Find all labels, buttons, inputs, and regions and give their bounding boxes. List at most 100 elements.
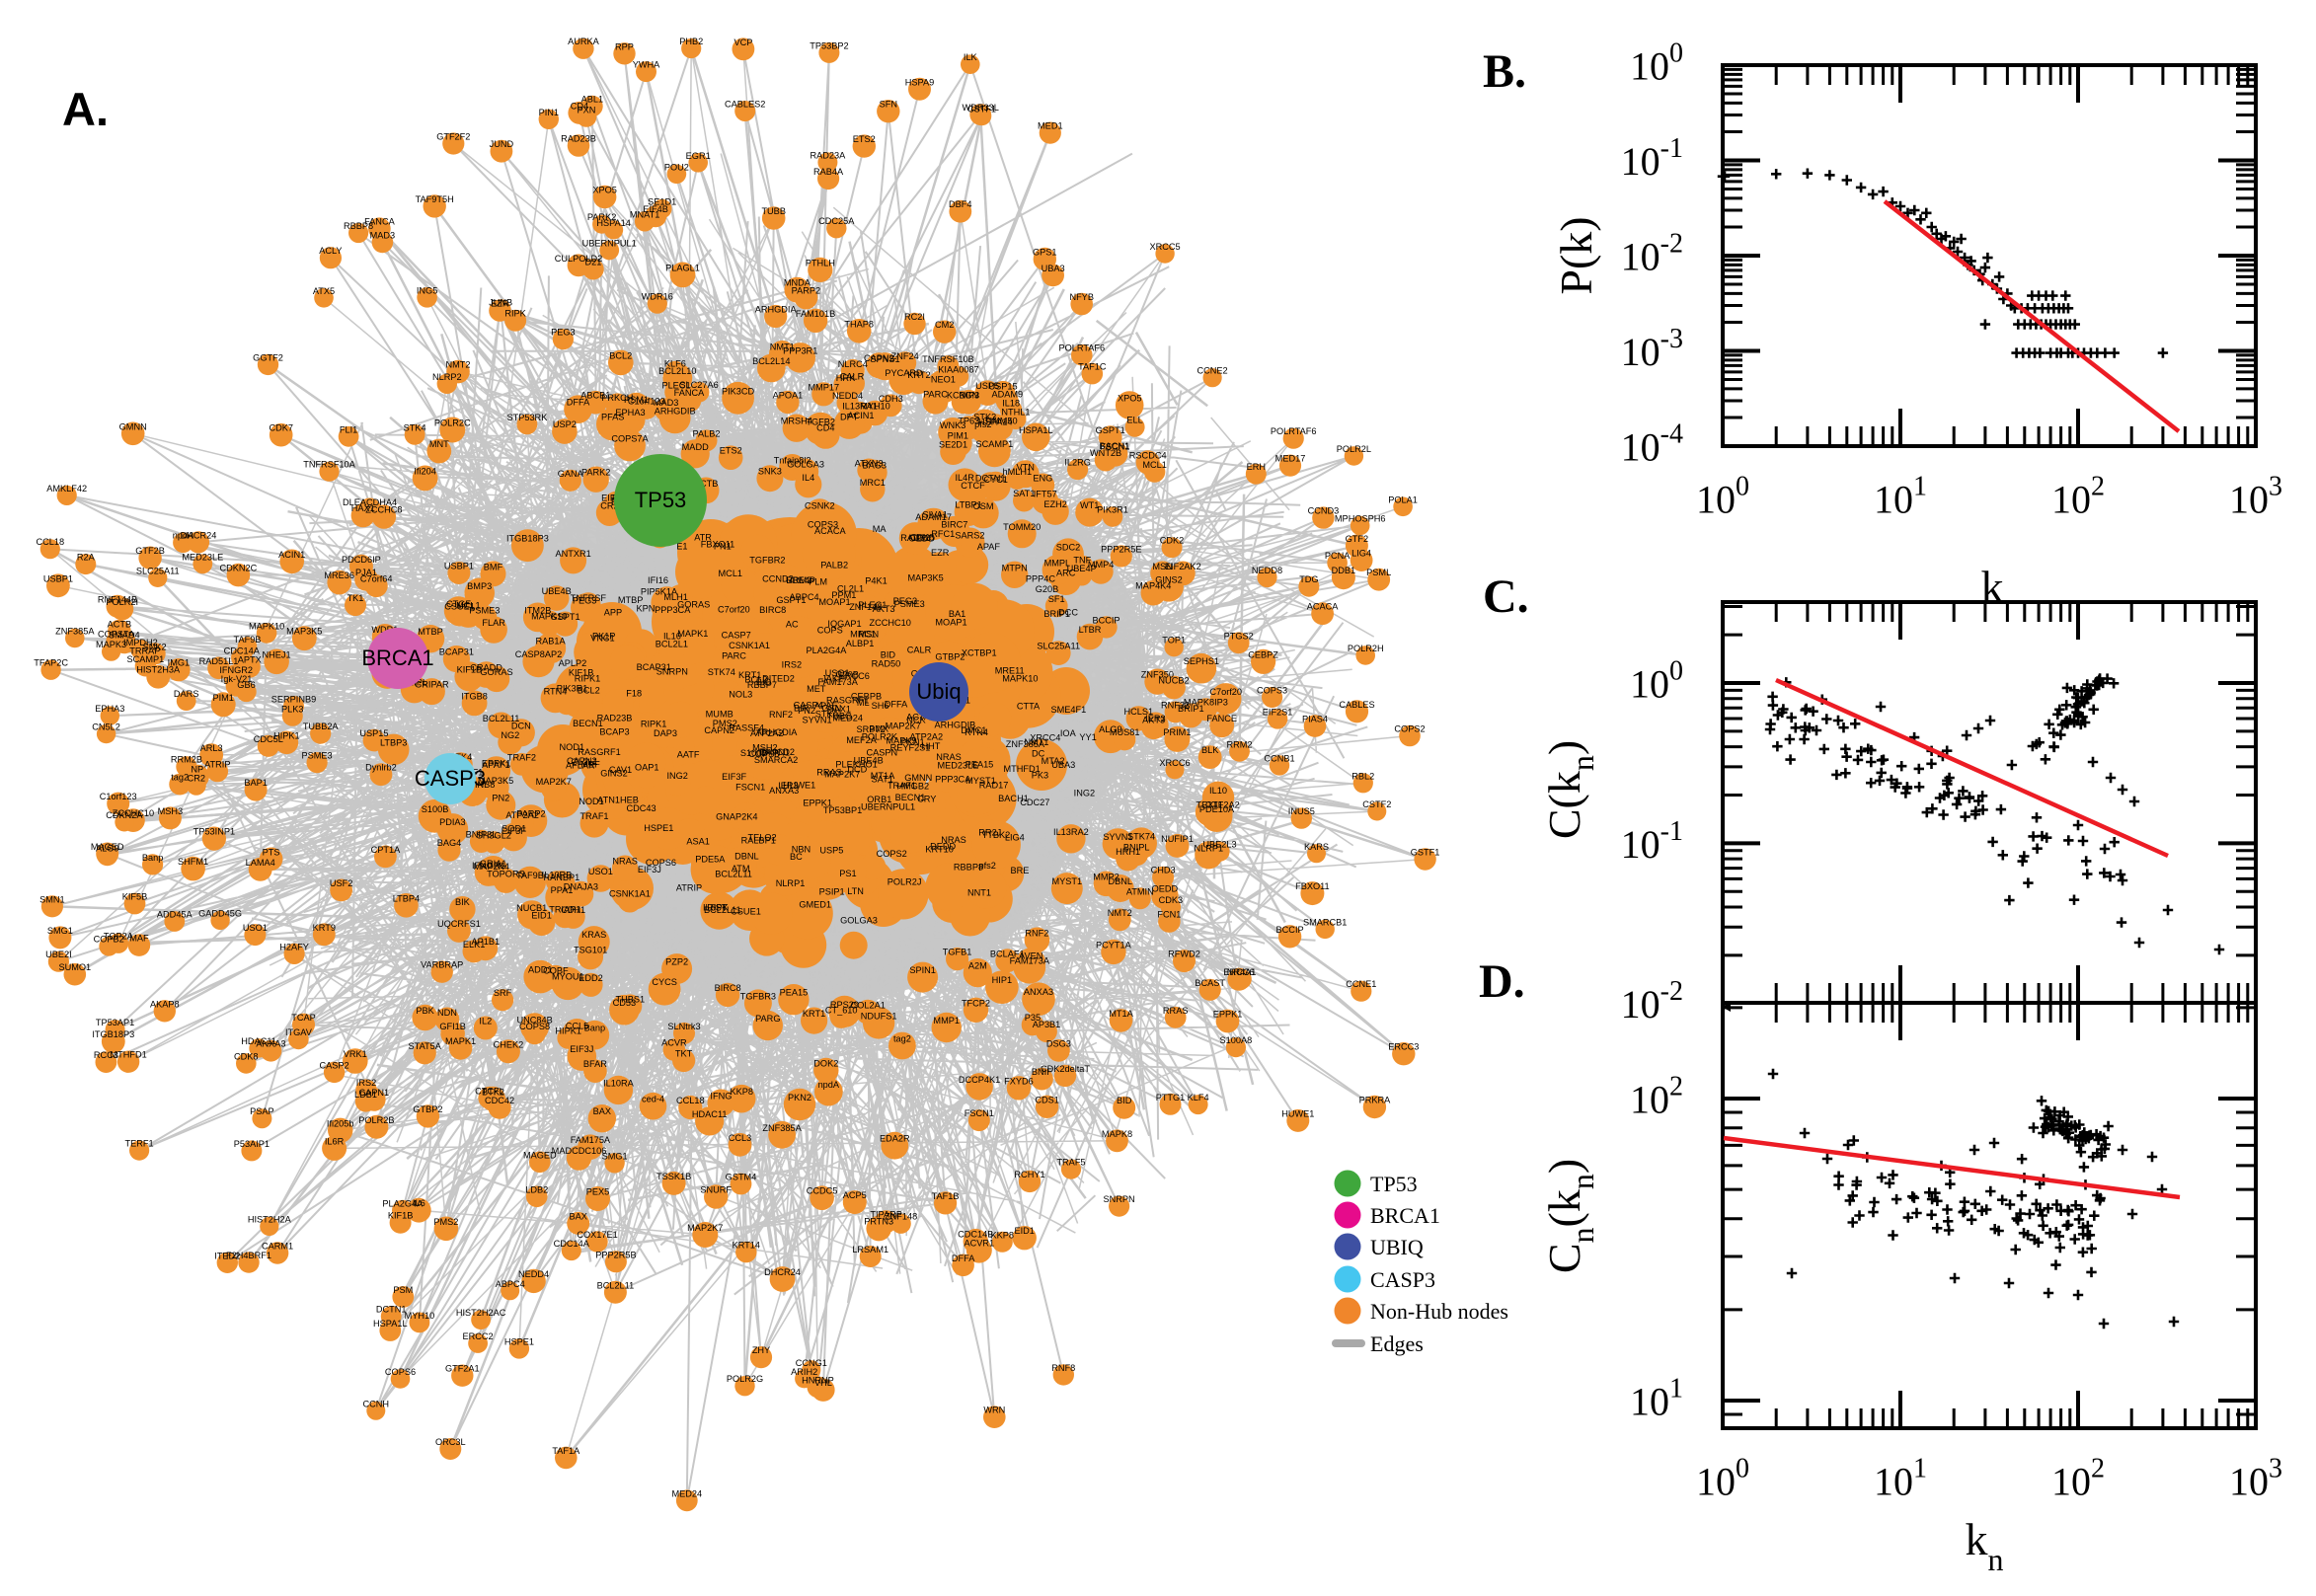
svg-text:LTBP3: LTBP3 <box>380 737 407 747</box>
svg-text:BA1: BA1 <box>949 609 965 619</box>
svg-text:STK74: STK74 <box>1127 831 1155 841</box>
svg-text:CCL3: CCL3 <box>729 1133 752 1143</box>
svg-text:PCNA: PCNA <box>1325 551 1351 561</box>
svg-text:EIF3F: EIF3F <box>502 826 526 836</box>
svg-text:SYVN1: SYVN1 <box>803 716 832 725</box>
svg-text:MAPK1: MAPK1 <box>677 629 708 639</box>
svg-text:BNIP3L: BNIP3L <box>466 829 498 839</box>
svg-text:RNF144B: RNF144B <box>98 594 137 604</box>
svg-text:KPN: KPN <box>636 603 655 613</box>
svg-text:BNIF: BNIF <box>1032 1067 1052 1077</box>
svg-text:GINS2: GINS2 <box>600 768 628 778</box>
svg-text:CASPN: CASPN <box>866 748 897 758</box>
svg-text:NG2: NG2 <box>501 730 519 740</box>
svg-text:JAK2: JAK2 <box>821 674 843 684</box>
svg-text:SERPINB9: SERPINB9 <box>271 695 316 705</box>
svg-text:TOPORS: TOPORS <box>487 869 525 878</box>
svg-text:BRE: BRE <box>1010 866 1029 875</box>
svg-text:HIST2H3A: HIST2H3A <box>136 665 181 675</box>
svg-text:MTHFD1: MTHFD1 <box>110 1050 146 1060</box>
svg-text:NDN: NDN <box>437 1008 457 1018</box>
svg-text:SYVN1: SYVN1 <box>1103 832 1132 842</box>
svg-text:HRK: HRK <box>836 373 856 383</box>
svg-text:MAP3K5: MAP3K5 <box>907 573 943 583</box>
svg-text:ETS2: ETS2 <box>853 134 876 144</box>
svg-text:ATX5: ATX5 <box>313 286 335 296</box>
svg-text:BMF: BMF <box>484 562 503 571</box>
svg-text:COPS7A: COPS7A <box>611 433 649 443</box>
svg-text:ACTA1: ACTA1 <box>906 713 935 722</box>
svg-text:WDR16: WDR16 <box>642 292 673 302</box>
svg-text:USP5: USP5 <box>819 845 843 855</box>
svg-text:NOD1: NOD1 <box>579 797 604 806</box>
svg-text:IMG1: IMG1 <box>168 658 190 668</box>
svg-text:AMKLF42: AMKLF42 <box>46 484 87 494</box>
svg-text:USP5: USP5 <box>975 381 999 391</box>
svg-text:THAP8: THAP8 <box>844 319 874 329</box>
svg-text:STK4: STK4 <box>815 710 838 720</box>
svg-text:DHCR24: DHCR24 <box>764 1267 801 1277</box>
svg-text:PPM1: PPM1 <box>831 590 856 600</box>
svg-text:DMC1: DMC1 <box>961 725 986 735</box>
svg-text:C7orf64: C7orf64 <box>360 574 393 584</box>
svg-text:CDH1: CDH1 <box>561 905 585 915</box>
svg-text:SNURF: SNURF <box>700 1185 732 1195</box>
svg-text:CDS1: CDS1 <box>1035 1095 1059 1104</box>
svg-text:B.: B. <box>1483 45 1526 98</box>
svg-text:BMX: BMX <box>869 723 888 733</box>
svg-text:APAF: APAF <box>977 542 1001 552</box>
svg-text:ZNF385A: ZNF385A <box>55 627 95 637</box>
svg-text:MAP3K5: MAP3K5 <box>286 627 322 637</box>
svg-text:SAT1: SAT1 <box>872 774 893 784</box>
svg-text:CR2: CR2 <box>600 500 618 510</box>
svg-text:ZCCHC8: ZCCHC8 <box>365 505 402 515</box>
svg-text:USF2: USF2 <box>330 878 353 888</box>
svg-text:CASP7: CASP7 <box>722 631 751 641</box>
svg-text:ATRIP: ATRIP <box>204 760 230 770</box>
svg-text:HSPE1: HSPE1 <box>644 823 673 833</box>
svg-text:RAD51L1: RAD51L1 <box>199 656 239 666</box>
svg-text:MRE11: MRE11 <box>995 665 1025 675</box>
svg-text:MAP2K7: MAP2K7 <box>886 721 921 730</box>
svg-text:PPP3R1: PPP3R1 <box>783 345 817 355</box>
svg-text:COPB2: COPB2 <box>94 935 124 945</box>
svg-text:YY1: YY1 <box>1079 732 1096 742</box>
svg-text:AKAP8: AKAP8 <box>150 999 180 1009</box>
svg-text:ARC: ARC <box>1056 569 1076 578</box>
svg-text:OSM: OSM <box>973 501 994 511</box>
svg-text:USO1: USO1 <box>588 867 613 876</box>
svg-text:FBXO11: FBXO11 <box>1295 881 1330 891</box>
svg-text:BCCIP: BCCIP <box>1092 615 1119 625</box>
svg-text:LRSAM1: LRSAM1 <box>852 1245 888 1254</box>
svg-text:IFNGR2: IFNGR2 <box>219 665 253 675</box>
svg-text:USBP1: USBP1 <box>43 573 73 583</box>
svg-text:KKP8: KKP8 <box>991 1230 1015 1240</box>
svg-text:MNDA: MNDA <box>784 278 811 288</box>
svg-text:PIM1: PIM1 <box>212 693 233 703</box>
svg-text:SH3GL2: SH3GL2 <box>477 831 511 841</box>
svg-text:EZR: EZR <box>931 548 950 558</box>
svg-text:CASP2: CASP2 <box>320 1060 349 1070</box>
svg-text:TP53BP1: TP53BP1 <box>823 805 862 815</box>
svg-text:ATP2A2: ATP2A2 <box>910 732 944 742</box>
svg-text:ACACA: ACACA <box>1307 602 1340 612</box>
svg-text:KIAA0087: KIAA0087 <box>938 364 978 374</box>
svg-text:PLA2G4A: PLA2G4A <box>806 646 847 655</box>
svg-text:CDC14B: CDC14B <box>958 1230 993 1240</box>
svg-text:CYC1: CYC1 <box>983 475 1008 485</box>
svg-text:POLR2L: POLR2L <box>1337 444 1371 454</box>
svg-text:HDAC11: HDAC11 <box>692 1109 728 1119</box>
svg-text:IL2: IL2 <box>479 1017 492 1026</box>
svg-text:AATF: AATF <box>677 750 700 760</box>
svg-text:A.: A. <box>62 83 109 135</box>
svg-text:SCAMP1: SCAMP1 <box>127 654 165 664</box>
svg-text:TP53INP1: TP53INP1 <box>193 827 235 837</box>
svg-text:EIF3J: EIF3J <box>570 1044 593 1054</box>
svg-text:GSTM4: GSTM4 <box>726 1173 757 1182</box>
svg-text:XPO5: XPO5 <box>592 186 617 195</box>
svg-text:SMARCA2: SMARCA2 <box>754 755 798 765</box>
svg-text:PXN: PXN <box>578 106 596 115</box>
svg-text:DARS: DARS <box>174 689 199 699</box>
svg-text:MAP3K5: MAP3K5 <box>478 776 513 786</box>
svg-text:ELL: ELL <box>1126 416 1142 425</box>
